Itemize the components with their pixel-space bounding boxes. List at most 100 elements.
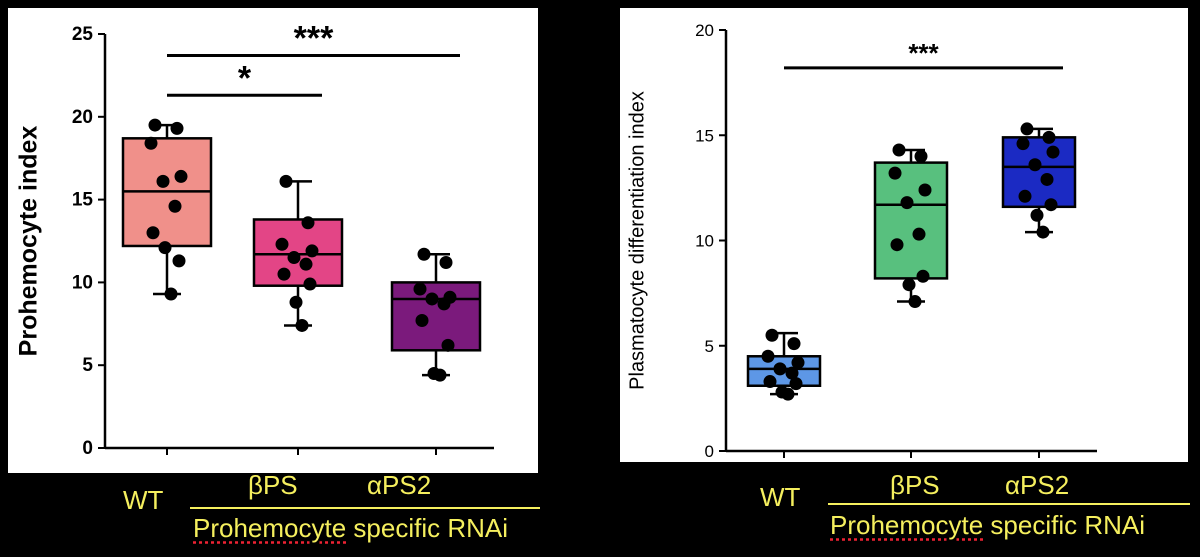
data-point [892, 143, 906, 157]
data-point [908, 295, 922, 309]
y-tick-label: 0 [705, 442, 714, 461]
data-point [170, 121, 184, 135]
significance-label: *** [908, 38, 939, 68]
data-point [172, 254, 186, 268]
data-point [303, 277, 317, 291]
y-axis-label: Prohemocyte index [15, 126, 43, 357]
group-rule-left [190, 507, 540, 509]
data-point [437, 297, 451, 311]
data-point [144, 136, 158, 150]
data-point [789, 377, 803, 391]
x-label-bps-left: βPS [248, 470, 298, 500]
group-label-left: Prohemocyte specific RNAi [193, 513, 508, 544]
data-point [158, 241, 172, 255]
data-point [1046, 145, 1060, 159]
data-point [287, 251, 301, 265]
data-point [289, 295, 303, 309]
data-point [918, 183, 932, 197]
data-point [305, 244, 319, 258]
data-point [441, 338, 455, 352]
data-point [275, 237, 289, 251]
y-tick-label: 20 [695, 21, 714, 40]
data-point [174, 169, 188, 183]
chart-panel-prohemocyte: 0 5 10 15 20 25 Prohemocyte index * *** [8, 8, 538, 473]
data-point [425, 292, 439, 306]
y-axis-label: Plasmatocyte differentiation index [626, 91, 648, 390]
data-point [781, 387, 795, 401]
data-point [299, 257, 313, 271]
significance-label: *** [294, 20, 334, 58]
data-point [1042, 130, 1056, 144]
y-tick-label: 20 [72, 107, 93, 128]
data-point [148, 118, 162, 132]
data-point [787, 337, 801, 351]
data-point [156, 174, 170, 188]
group-label-first-word: Prohemocyte [193, 513, 347, 543]
data-point [912, 227, 926, 241]
data-point [785, 366, 799, 380]
plasmatocyte-chart: 0 5 10 15 20 Plasmatocyte differentiation ind… [626, 21, 1097, 461]
group-label-left-text: Prohemocyte specific RNAi [193, 513, 509, 543]
data-point [295, 318, 309, 332]
data-point [279, 174, 293, 188]
x-label-aps2-left: αPS2 [367, 470, 432, 500]
y-tick-label: 5 [705, 337, 714, 356]
data-point [890, 238, 904, 252]
box-iqr [873, 161, 949, 280]
y-tick-label: 5 [82, 355, 93, 376]
x-label-bps-right: βPS [890, 470, 940, 500]
box-iqr [1001, 136, 1077, 209]
data-point [415, 313, 429, 327]
group-label-first-word: Prohemocyte [830, 510, 984, 540]
data-point [277, 267, 291, 281]
data-point [761, 349, 775, 363]
data-point [765, 328, 779, 342]
data-point [1044, 198, 1058, 212]
data-point [900, 196, 914, 210]
group-label-right: Prohemocyte specific RNAi [830, 510, 1145, 541]
data-point [168, 199, 182, 213]
data-point [888, 166, 902, 180]
data-point [773, 362, 787, 376]
data-point [146, 226, 160, 240]
data-point [916, 269, 930, 283]
data-point [1018, 189, 1032, 203]
data-point [763, 375, 777, 389]
x-label-wt-left: WT [123, 485, 164, 515]
box-1 [873, 143, 949, 309]
data-point [914, 149, 928, 163]
data-point [1040, 172, 1054, 186]
data-point [1030, 208, 1044, 222]
y-tick-label: 15 [72, 190, 94, 211]
y-tick-label: 15 [695, 126, 714, 145]
y-tick-label: 25 [72, 24, 94, 45]
box-1 [252, 174, 344, 332]
box-2 [390, 247, 482, 382]
data-point [1016, 137, 1030, 151]
data-point [301, 216, 315, 230]
x-label-wt-right: WT [760, 482, 801, 512]
chart-panel-plasmatocyte: 0 5 10 15 20 Plasmatocyte differentiation ind… [620, 8, 1188, 462]
box-0 [121, 118, 213, 301]
data-point [164, 287, 178, 301]
data-point [1036, 225, 1050, 239]
data-point [902, 278, 916, 292]
data-point [433, 368, 447, 382]
group-label-right-text: Prohemocyte specific RNAi [830, 510, 1146, 540]
significance-label: * [238, 59, 252, 97]
data-point [413, 282, 427, 296]
box-iqr [390, 281, 482, 352]
data-point [1028, 158, 1042, 172]
box-2 [1001, 122, 1077, 239]
data-point [417, 247, 431, 261]
y-tick-label: 10 [695, 232, 714, 251]
group-rule-right [828, 503, 1190, 505]
y-tick-label: 0 [82, 438, 93, 459]
x-label-aps2-right: αPS2 [1005, 470, 1070, 500]
data-point [1020, 122, 1034, 136]
data-point [439, 256, 453, 270]
y-tick-label: 10 [72, 272, 93, 293]
box-0 [746, 328, 822, 401]
data-point [791, 356, 805, 370]
